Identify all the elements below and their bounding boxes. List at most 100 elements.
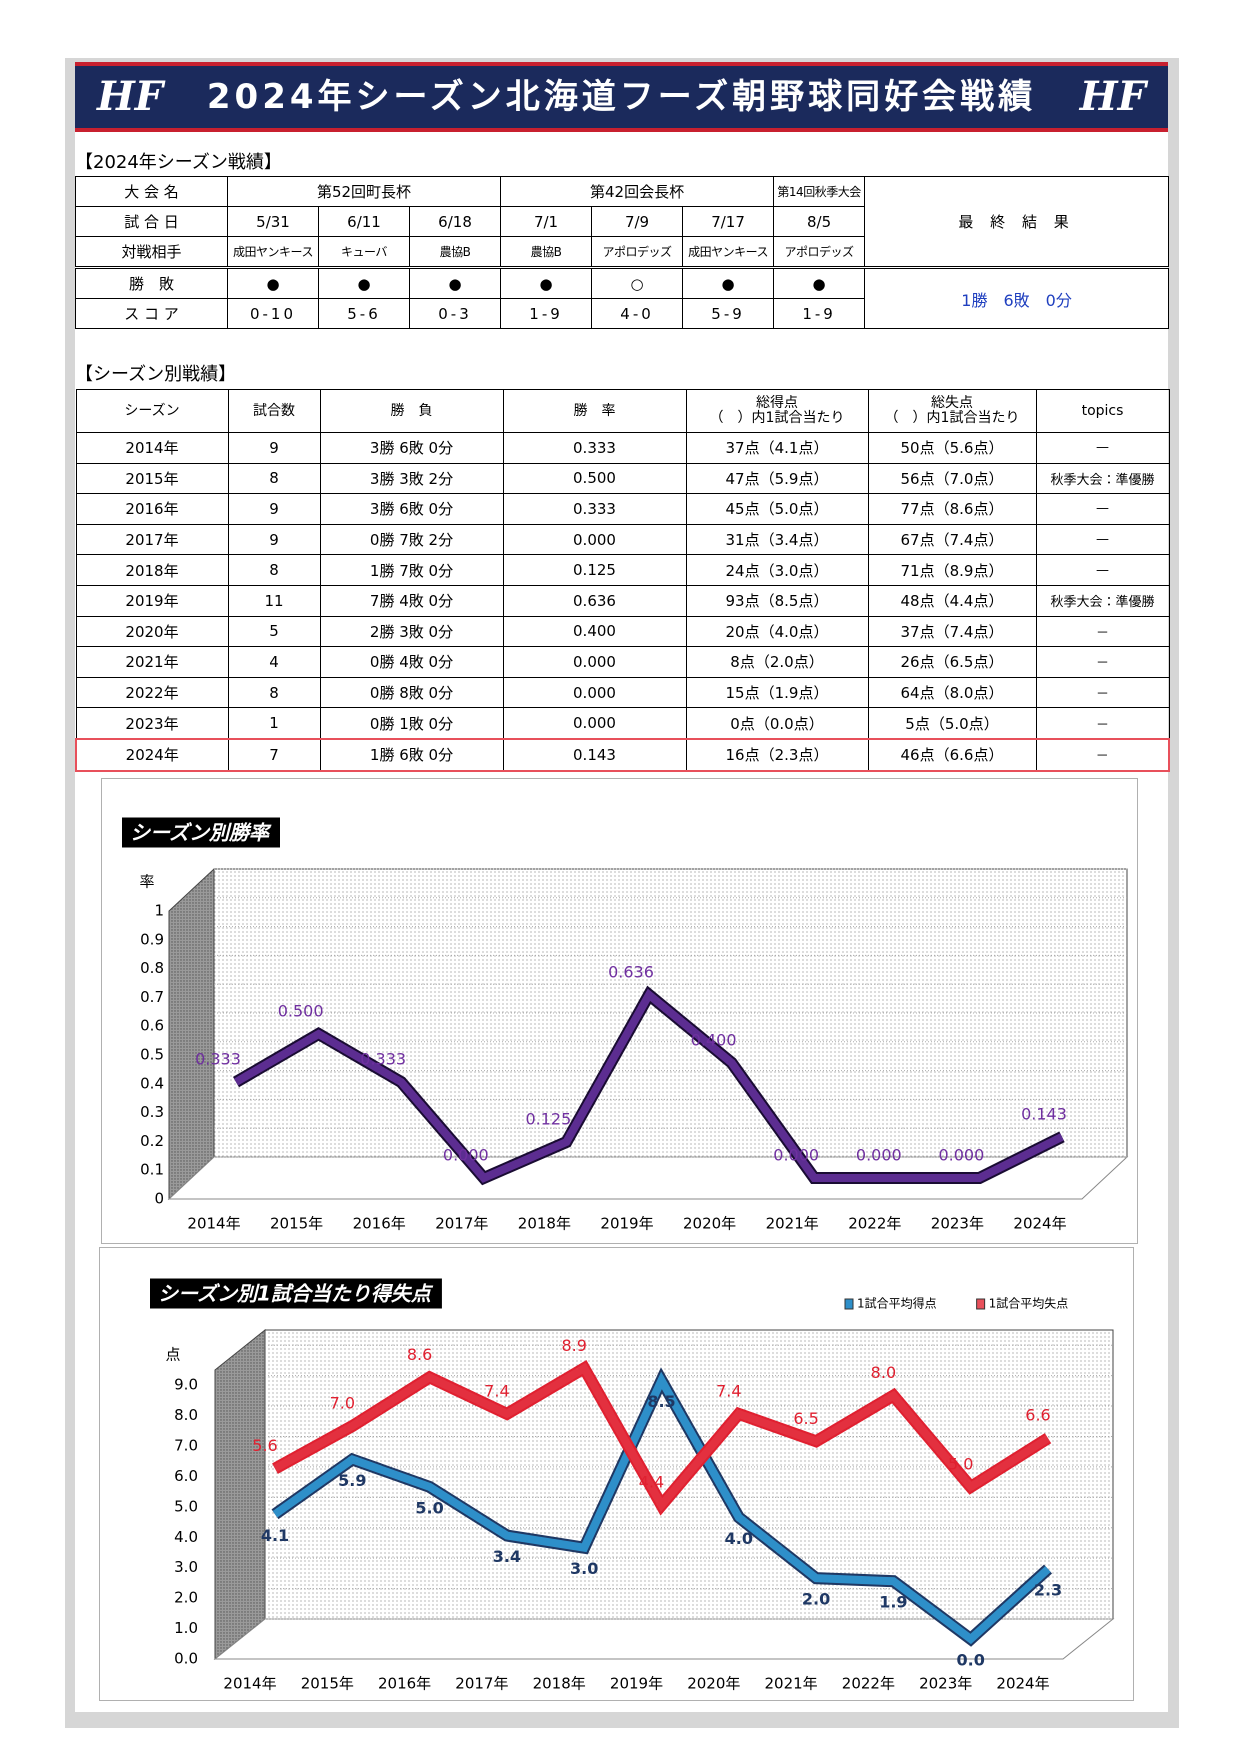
opponent: 農協B [408,236,502,268]
y-tick-label: 0.0 [174,1650,198,1668]
x-tick-label: 2024年 [1013,1215,1066,1233]
row-label: 勝 敗 [75,266,228,299]
table-cell: 0.000 [502,523,687,556]
table-cell: 5点（5.0点） [867,707,1037,740]
opponent: 農協B [500,236,593,268]
section-heading: 【シーズン別戦績】 [75,364,237,385]
table-cell: － [1035,707,1170,740]
x-tick-label: 2015年 [270,1215,323,1233]
x-tick-label: 2024年 [996,1675,1049,1693]
x-tick-label: 2018年 [533,1675,586,1693]
opponent: キューバ [318,236,410,268]
column-header: topics [1035,389,1170,433]
table-cell: 9 [227,523,321,556]
y-tick-label: 0 [154,1190,164,1208]
score: 1-9 [773,298,866,329]
table-row: 試 合 日 5/31 6/11 6/18 7/1 7/9 7/17 8/5 [75,206,1169,237]
y-tick-label: 0.4 [140,1074,164,1092]
table-cell: 1勝 7敗 0分 [319,554,504,586]
side-wall [214,1328,266,1661]
title-banner: HF 2024年シーズン北海道フーズ朝野球同好会戦績 HF [75,62,1168,132]
table-row: 2017年 9 0勝 7敗 2分 0.000 31点（3.4点） 67点（7.4点） — [75,523,1170,556]
table-cell: 46点（6.6点） [867,737,1037,772]
table-cell: 50点（5.6点） [867,432,1037,464]
data-label: 7.0 [330,1394,355,1413]
score: 4-0 [591,298,684,329]
data-label: 0.000 [856,1146,902,1165]
table-cell: 0.000 [502,646,687,678]
data-label: 0.333 [360,1050,406,1069]
table-cell: 1勝 6敗 0分 [319,737,504,772]
data-label: 5.9 [338,1471,366,1490]
x-tick-label: 2021年 [765,1675,818,1693]
game-date: 6/18 [408,206,502,237]
x-tick-label: 2014年 [223,1675,276,1693]
table-cell: 67点（7.4点） [867,523,1037,556]
chart-title: シーズン別勝率 [130,821,272,845]
table-cell: 3勝 3敗 2分 [319,462,504,495]
x-tick-label: 2017年 [435,1215,488,1233]
legend-swatch [844,1298,854,1310]
final-result: 1勝 6敗 0分 [864,266,1170,329]
data-label: 5.0 [948,1454,973,1473]
tournament: 第42回会長杯 [500,176,775,207]
data-label: 0.000 [443,1146,489,1165]
column-header: 試合数 [227,389,321,433]
data-label: 0.125 [525,1110,571,1129]
result: ● [500,266,593,299]
y-tick-label: 2.0 [174,1589,198,1607]
data-label: 6.6 [1025,1406,1050,1425]
table-cell: 2014年 [75,432,229,464]
legend-label: 1試合平均得点 [857,1296,937,1311]
y-tick-label: 0.3 [140,1103,164,1121]
x-tick-label: 2020年 [687,1675,740,1693]
column-header: 総得点 （ ）内1試合当たり [685,389,869,433]
legend-label: 1試合平均失点 [989,1296,1069,1311]
row-label: 大 会 名 [75,176,228,207]
table-row: 対戦相手 成田ヤンキース キューバ 農協B 農協B アポロデッズ 成田ヤンキース アポロデッズ [75,236,1169,268]
data-label: 3.4 [493,1547,521,1566]
table-row: 2015年 8 3勝 3敗 2分 0.500 47点（5.9点） 56点（7.0点） 秋季大… [75,462,1170,495]
y-axis-label: 点 [165,1346,180,1364]
result: ○ [591,266,684,299]
data-label: 1.9 [879,1593,907,1612]
data-label: 3.0 [570,1559,598,1578]
table-cell: 0.143 [502,737,687,772]
score: 5-6 [318,298,410,329]
table-cell: 秋季大会：準優勝 [1035,462,1170,495]
data-label: 8.6 [407,1345,432,1364]
y-tick-label: 0.5 [140,1046,164,1064]
data-label: 0.400 [691,1030,737,1049]
table-cell: 37点（7.4点） [867,615,1037,648]
data-label: 0.636 [608,962,654,981]
result: ● [773,266,866,299]
data-label: 2.0 [802,1590,830,1609]
y-tick-label: 1.0 [174,1619,198,1637]
table-cell: 0勝 8敗 0分 [319,676,504,709]
y-tick-label: 0.7 [140,988,164,1006]
y-tick-label: 8.0 [174,1406,198,1424]
table-cell: 2019年 [75,584,229,617]
table-cell: 15点（1.9点） [685,676,869,709]
table-cell: 7勝 4敗 0分 [319,584,504,617]
table-cell: 9 [227,432,321,464]
table-cell: 31点（3.4点） [685,523,869,556]
table-cell: 56点（7.0点） [867,462,1037,495]
x-tick-label: 2021年 [766,1215,819,1233]
result: ● [408,266,502,299]
table-cell: 26点（6.5点） [867,646,1037,678]
table-cell: 11 [227,584,321,617]
data-line [273,1362,1051,1513]
data-label: 2.3 [1034,1581,1062,1600]
table-cell: 37点（4.1点） [685,432,869,464]
chart-frame: 0 0.1 0.2 0.3 0.4 0.5 0.6 0.7 0.8 0.9 1 率 2014年 2015年… [101,778,1138,1244]
y-tick-label: 0.2 [140,1132,164,1150]
table-cell: 64点（8.0点） [867,676,1037,709]
y-tick-label: 7.0 [174,1437,198,1455]
table-cell: 1 [227,707,321,740]
row-label: ス コ ア [75,298,228,329]
game-date: 6/11 [318,206,410,237]
table-cell: 2勝 3敗 0分 [319,615,504,648]
data-label: 0.143 [1021,1104,1067,1123]
